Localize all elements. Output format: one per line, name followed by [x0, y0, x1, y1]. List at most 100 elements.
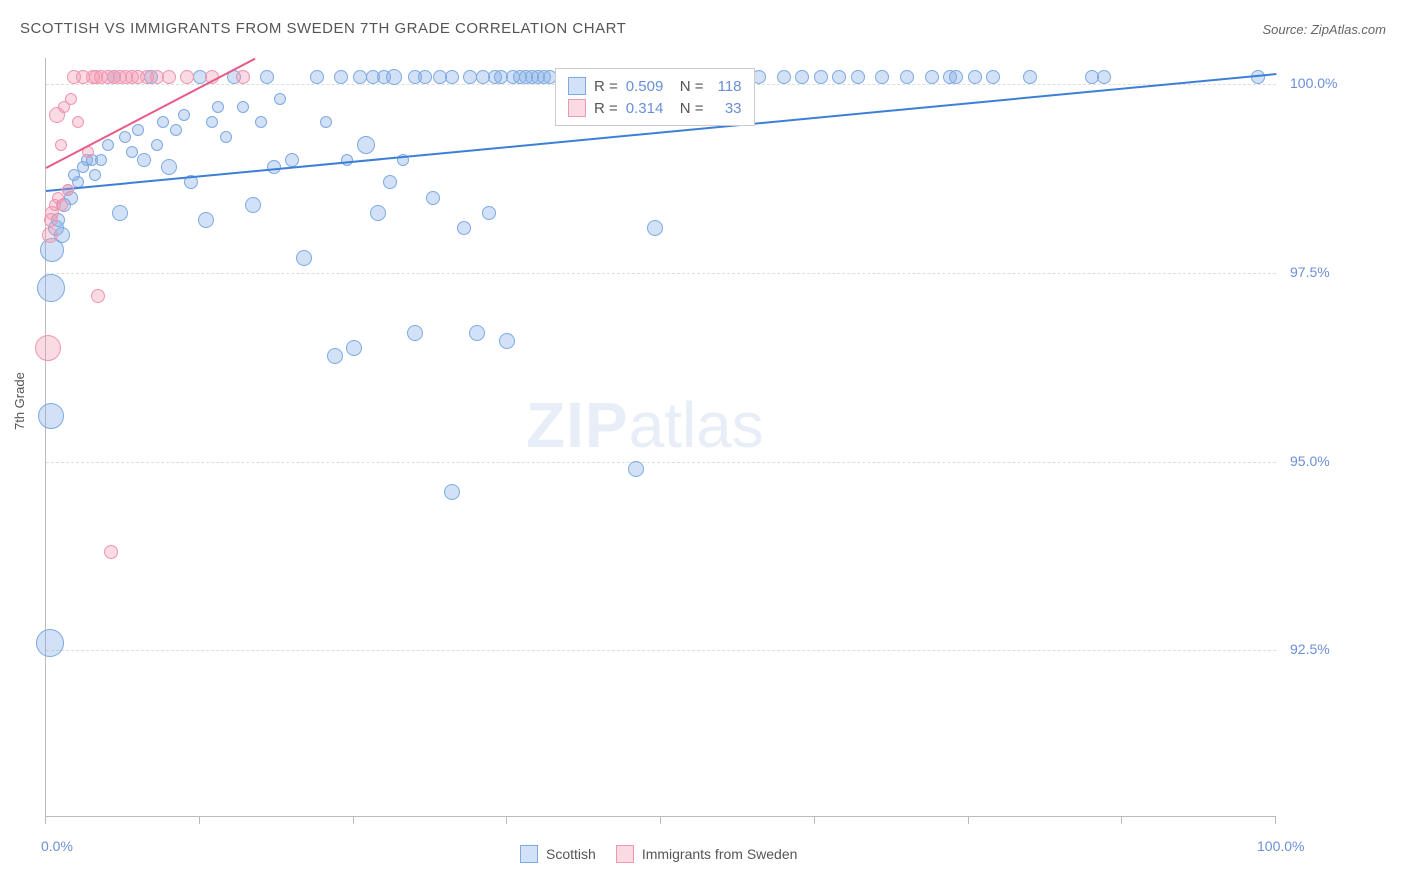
legend-swatch	[568, 77, 586, 95]
data-point	[95, 154, 107, 166]
data-point	[320, 116, 332, 128]
data-point	[245, 197, 261, 213]
data-point	[132, 124, 144, 136]
source-attribution: Source: ZipAtlas.com	[1262, 22, 1386, 37]
y-tick-label: 95.0%	[1290, 453, 1330, 469]
data-point	[37, 274, 65, 302]
data-point	[180, 70, 194, 84]
source-prefix: Source:	[1262, 22, 1310, 37]
data-point	[151, 139, 163, 151]
y-axis-title: 7th Grade	[12, 372, 27, 430]
data-point	[900, 70, 914, 84]
data-point	[36, 629, 64, 657]
data-point	[832, 70, 846, 84]
data-point	[334, 70, 348, 84]
data-point	[274, 93, 286, 105]
watermark: ZIPatlas	[526, 388, 764, 462]
data-point	[285, 153, 299, 167]
data-point	[986, 70, 1000, 84]
data-point	[426, 191, 440, 205]
x-tick	[814, 816, 815, 824]
data-point	[647, 220, 663, 236]
y-tick-label: 92.5%	[1290, 641, 1330, 657]
data-point	[407, 325, 423, 341]
data-point	[925, 70, 939, 84]
legend-row: R =0.509N =118	[568, 75, 742, 97]
data-point	[353, 70, 367, 84]
data-point	[119, 131, 131, 143]
data-point	[383, 175, 397, 189]
data-point	[795, 70, 809, 84]
data-point	[310, 70, 324, 84]
data-point	[102, 139, 114, 151]
x-axis-max-label: 100.0%	[1257, 838, 1304, 854]
x-tick	[506, 816, 507, 824]
x-tick	[45, 816, 46, 824]
legend-swatch	[520, 845, 538, 863]
x-tick	[353, 816, 354, 824]
data-point	[157, 116, 169, 128]
legend-n-label: N =	[680, 100, 704, 117]
legend-swatch	[616, 845, 634, 863]
data-point	[236, 70, 250, 84]
data-point	[341, 154, 353, 166]
legend-swatch	[568, 99, 586, 117]
legend-r-label: R =	[594, 78, 618, 95]
data-point	[418, 70, 432, 84]
data-point	[370, 205, 386, 221]
data-point	[220, 131, 232, 143]
data-point	[56, 199, 68, 211]
data-point	[255, 116, 267, 128]
x-tick	[1121, 816, 1122, 824]
data-point	[170, 124, 182, 136]
data-point	[162, 70, 176, 84]
gridline	[46, 650, 1276, 651]
gridline	[46, 273, 1276, 274]
legend-n-value: 33	[712, 100, 742, 117]
data-point	[1023, 70, 1037, 84]
data-point	[851, 70, 865, 84]
data-point	[112, 205, 128, 221]
series-legend-item: Scottish	[520, 845, 596, 863]
data-point	[499, 333, 515, 349]
data-point	[875, 70, 889, 84]
data-point	[237, 101, 249, 113]
data-point	[38, 403, 64, 429]
data-point	[62, 184, 74, 196]
data-point	[126, 146, 138, 158]
data-point	[55, 139, 67, 151]
data-point	[35, 335, 61, 361]
source-name: ZipAtlas.com	[1311, 22, 1386, 37]
data-point	[777, 70, 791, 84]
data-point	[1097, 70, 1111, 84]
chart-title: SCOTTISH VS IMMIGRANTS FROM SWEDEN 7TH G…	[20, 20, 626, 37]
data-point	[206, 116, 218, 128]
data-point	[469, 325, 485, 341]
data-point	[346, 340, 362, 356]
watermark-zip: ZIP	[526, 389, 629, 461]
x-axis-min-label: 0.0%	[41, 838, 73, 854]
y-tick-label: 97.5%	[1290, 264, 1330, 280]
x-tick	[968, 816, 969, 824]
data-point	[212, 101, 224, 113]
data-point	[178, 109, 190, 121]
data-point	[89, 169, 101, 181]
data-point	[949, 70, 963, 84]
data-point	[65, 93, 77, 105]
x-tick	[1275, 816, 1276, 824]
watermark-atlas: atlas	[629, 389, 764, 461]
scatter-plot-area: ZIPatlas	[45, 58, 1276, 817]
legend-n-label: N =	[680, 78, 704, 95]
data-point	[457, 221, 471, 235]
data-point	[296, 250, 312, 266]
data-point	[814, 70, 828, 84]
legend-r-label: R =	[594, 100, 618, 117]
data-point	[357, 136, 375, 154]
data-point	[482, 206, 496, 220]
x-tick	[199, 816, 200, 824]
data-point	[968, 70, 982, 84]
data-point	[445, 70, 459, 84]
series-name: Immigrants from Sweden	[642, 846, 798, 862]
x-tick	[660, 816, 661, 824]
legend-r-value: 0.314	[626, 100, 672, 117]
